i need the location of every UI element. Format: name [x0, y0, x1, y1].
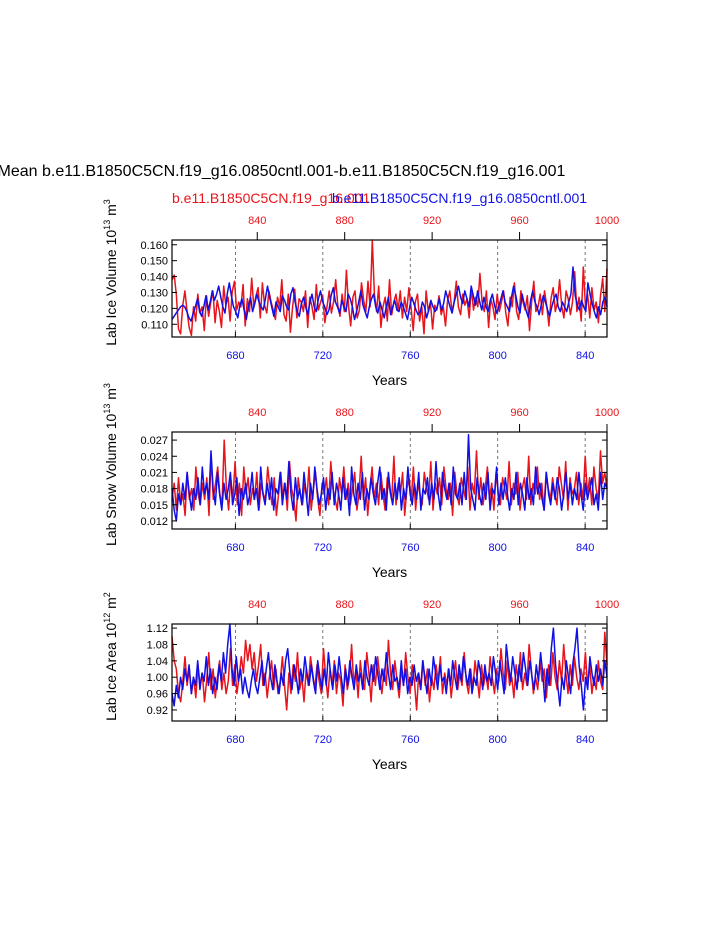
- x-axis-title: Years: [372, 564, 407, 580]
- x-tick-label-top: 960: [510, 599, 528, 611]
- x-tick-label-top: 880: [336, 215, 354, 227]
- y-axis-title-pow: 3: [102, 199, 112, 204]
- y-tick-label: 0.024: [140, 451, 168, 463]
- y-tick-label: 0.96: [147, 689, 168, 701]
- y-tick-label: 0.140: [140, 272, 168, 284]
- y-axis-title-label: Lab Ice Volume 10: [103, 230, 119, 346]
- x-tick-label-bottom: 800: [489, 734, 507, 746]
- series-line-blue: [171, 433, 608, 522]
- x-tick-label-top: 880: [336, 599, 354, 611]
- plot-frame: [171, 431, 608, 530]
- x-tick-label-bottom: 760: [401, 350, 419, 362]
- y-tick-label: 0.110: [141, 319, 168, 331]
- chart-title: FM Mean b.e11.B1850C5CN.f19_g16.0850cntl…: [0, 163, 723, 187]
- panel-2: 0.012 0.015 0.018 0.021 0.024 0.027 680 720 760 8…: [102, 383, 619, 580]
- legend-blue-label: b.e11.B1850C5CN.f19_g16.0850cntl.001: [332, 190, 588, 206]
- x-axis-title: Years: [372, 756, 407, 772]
- x-tick-label-top: 960: [510, 215, 528, 227]
- plot-frame: [171, 239, 608, 338]
- y-axis-title-label: Lab Snow Volume 10: [103, 413, 119, 546]
- x-tick-label-bottom: 720: [314, 734, 332, 746]
- y-tick-label: 0.150: [140, 256, 168, 268]
- series-line-blue: [171, 623, 608, 711]
- y-axis-title-label: Lab Ice Area 10: [103, 623, 119, 721]
- y-tick-label: 0.92: [147, 705, 168, 717]
- x-tick-label-top: 880: [336, 407, 354, 419]
- x-tick-label-bottom: 680: [226, 734, 244, 746]
- y-axis-title: Lab Ice Area 1012 m2: [102, 592, 119, 721]
- y-tick-label: 0.120: [140, 303, 168, 315]
- x-tick-label-bottom: 840: [576, 542, 594, 554]
- x-tick-label-top: 960: [510, 407, 528, 419]
- x-tick-label-bottom: 680: [226, 350, 244, 362]
- y-tick-label: 1.12: [147, 623, 168, 635]
- legend-red-label: b.e11.B1850C5CN.f19_g16.001: [172, 190, 371, 206]
- x-tick-label-top: 840: [248, 407, 266, 419]
- y-tick-label: 0.130: [140, 287, 168, 299]
- y-axis-title-exp: 13: [102, 220, 112, 230]
- y-tick-label: 1.00: [147, 672, 168, 684]
- y-axis-title-pow: 3: [102, 383, 112, 388]
- x-tick-label-bottom: 840: [576, 350, 594, 362]
- y-tick-label: 0.012: [140, 516, 168, 528]
- x-tick-label-bottom: 760: [401, 734, 419, 746]
- y-axis-title-unit: m: [103, 597, 119, 613]
- panel-1: 0.110 0.120 0.130 0.140 0.150 0.160 680 720 760 8…: [102, 199, 619, 388]
- y-tick-label: 0.018: [140, 484, 168, 496]
- plot-frame: [171, 623, 608, 722]
- panel-3: 0.92 0.96 1.00 1.04 1.08 1.12 680 720 760 800 840 8…: [102, 592, 619, 772]
- y-tick-label: 0.015: [140, 500, 168, 512]
- y-axis-title-pow: 2: [102, 592, 112, 597]
- x-tick-label-top: 1000: [595, 599, 619, 611]
- y-axis-title-unit: m: [103, 204, 119, 220]
- x-axis-title: Years: [372, 372, 407, 388]
- x-tick-label-bottom: 720: [314, 350, 332, 362]
- x-tick-label-bottom: 800: [489, 350, 507, 362]
- x-tick-label-top: 840: [248, 599, 266, 611]
- x-tick-label-top: 920: [423, 215, 441, 227]
- x-tick-label-bottom: 840: [576, 734, 594, 746]
- series-line-red: [171, 239, 608, 337]
- y-axis-title: Lab Ice Volume 1013 m3: [102, 199, 119, 346]
- x-tick-label-bottom: 760: [401, 542, 419, 554]
- series-line-blue: [171, 266, 608, 322]
- y-tick-label: 0.027: [140, 435, 168, 447]
- y-tick-label: 0.021: [140, 467, 168, 479]
- y-tick-label: 1.04: [147, 656, 168, 668]
- x-tick-label-top: 840: [248, 215, 266, 227]
- y-axis-title-exp: 13: [102, 404, 112, 414]
- y-axis-title-exp: 12: [102, 613, 112, 623]
- x-tick-label-top: 920: [423, 407, 441, 419]
- y-axis-title: Lab Snow Volume 1013 m3: [102, 383, 119, 546]
- x-tick-label-top: 920: [423, 599, 441, 611]
- x-tick-label-top: 1000: [595, 215, 619, 227]
- y-tick-label: 1.08: [147, 639, 168, 651]
- chart-title-text: FM Mean b.e11.B1850C5CN.f19_g16.0850cntl…: [0, 163, 566, 180]
- y-axis-title-unit: m: [103, 388, 119, 404]
- y-tick-label: 0.160: [140, 240, 168, 252]
- x-tick-label-bottom: 800: [489, 542, 507, 554]
- x-tick-label-bottom: 680: [226, 542, 244, 554]
- x-tick-label-bottom: 720: [314, 542, 332, 554]
- x-tick-label-top: 1000: [595, 407, 619, 419]
